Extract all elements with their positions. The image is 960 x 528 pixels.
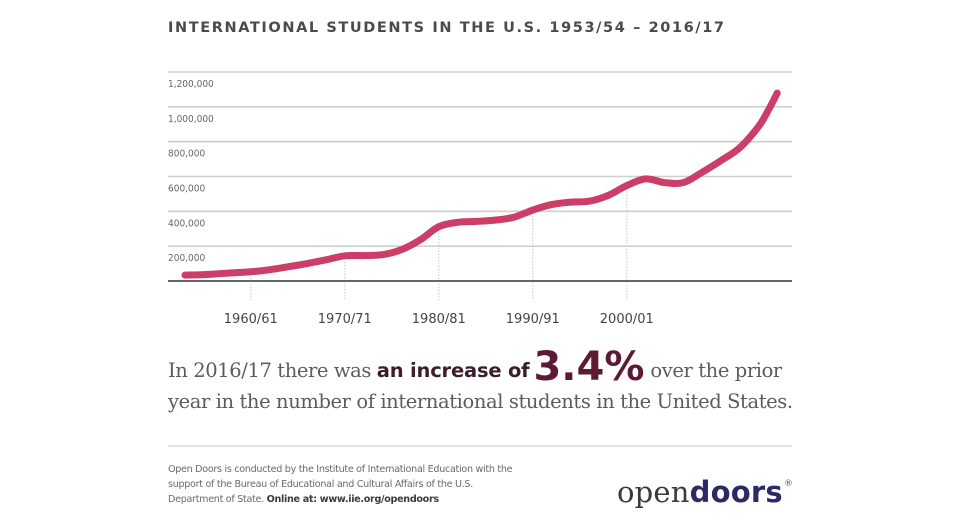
increase-percent: 3.4% bbox=[533, 344, 645, 390]
x-tick-label: 1980/81 bbox=[412, 312, 466, 327]
registered-mark-icon: ® bbox=[783, 479, 794, 489]
y-tick-label: 800,000 bbox=[168, 149, 205, 160]
y-tick-label: 1,000,000 bbox=[168, 114, 214, 125]
y-tick-label: 400,000 bbox=[168, 218, 205, 229]
summary-continuation: over the prior bbox=[650, 359, 782, 382]
source-credit: Open Doors is conducted by the Institute… bbox=[168, 462, 528, 507]
summary-statement: In 2016/17 there was an increase of 3.4% o… bbox=[168, 347, 808, 417]
x-tick-label: 1990/91 bbox=[506, 312, 560, 327]
series-line bbox=[181, 89, 781, 279]
chart-title: INTERNATIONAL STUDENTS IN THE U.S. 1953/… bbox=[168, 20, 726, 36]
y-tick-label: 600,000 bbox=[168, 184, 205, 195]
opendoors-logo: opendoors® bbox=[617, 466, 793, 510]
y-tick-label: 1,200,000 bbox=[168, 79, 214, 90]
logo-open: open bbox=[617, 475, 690, 509]
summary-highlight: an increase of bbox=[376, 359, 530, 382]
line-chart: 200,000 400,000 600,000 800,000 1,000,000 1,2… bbox=[168, 71, 792, 327]
x-axis-ticks: 1960/61 1970/71 1980/81 1990/91 2000/01 bbox=[224, 191, 654, 327]
grid-lines: 200,000 400,000 600,000 800,000 1,000,000 1,2… bbox=[168, 71, 792, 264]
divider bbox=[168, 445, 792, 447]
logo-doors: doors bbox=[689, 475, 783, 509]
y-tick-label: 200,000 bbox=[168, 253, 205, 264]
summary-line-2: year in the number of international stud… bbox=[168, 390, 793, 413]
credit-text: Open Doors is conducted by the Institute… bbox=[168, 464, 513, 505]
data-series bbox=[181, 89, 781, 279]
x-tick-label: 1970/71 bbox=[318, 312, 372, 327]
x-tick-label: 1960/61 bbox=[224, 312, 278, 327]
summary-intro: In 2016/17 there was bbox=[168, 359, 377, 382]
website-link[interactable]: Online at: www.iie.org/opendoors bbox=[266, 494, 440, 505]
x-tick-label: 2000/01 bbox=[600, 312, 654, 327]
